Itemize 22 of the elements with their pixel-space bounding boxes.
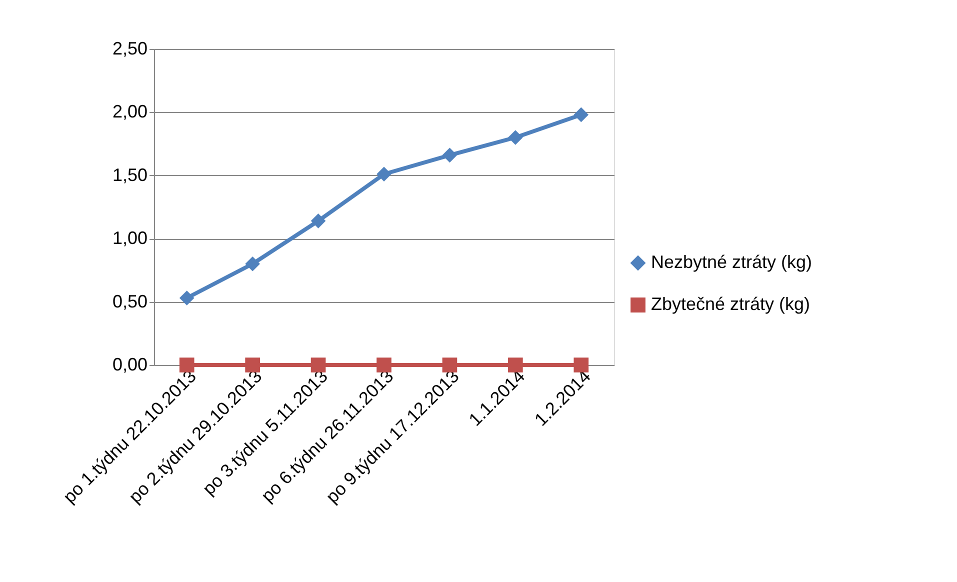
point xyxy=(310,213,326,228)
y-tick-label: 0,50 xyxy=(112,291,148,312)
point xyxy=(376,166,392,182)
legend-label: Zbytečné ztráty (kg) xyxy=(651,294,810,314)
point xyxy=(245,256,260,272)
point xyxy=(442,148,458,163)
legend-label: Nezbytné ztráty (kg) xyxy=(651,252,812,272)
point xyxy=(442,358,458,372)
point xyxy=(179,358,194,372)
point xyxy=(245,358,260,372)
point xyxy=(179,290,194,306)
y-tick-label: 1,00 xyxy=(112,228,148,248)
y-tick-label: 1,50 xyxy=(112,164,148,185)
point xyxy=(376,358,392,372)
point xyxy=(508,358,523,372)
y-tick-label: 2,00 xyxy=(112,102,148,122)
point xyxy=(574,358,589,372)
y-tick-label: 2,50 xyxy=(112,38,148,58)
y-tick-label: 0,00 xyxy=(112,354,148,374)
point xyxy=(574,107,589,122)
point xyxy=(508,130,523,145)
point xyxy=(310,358,326,372)
